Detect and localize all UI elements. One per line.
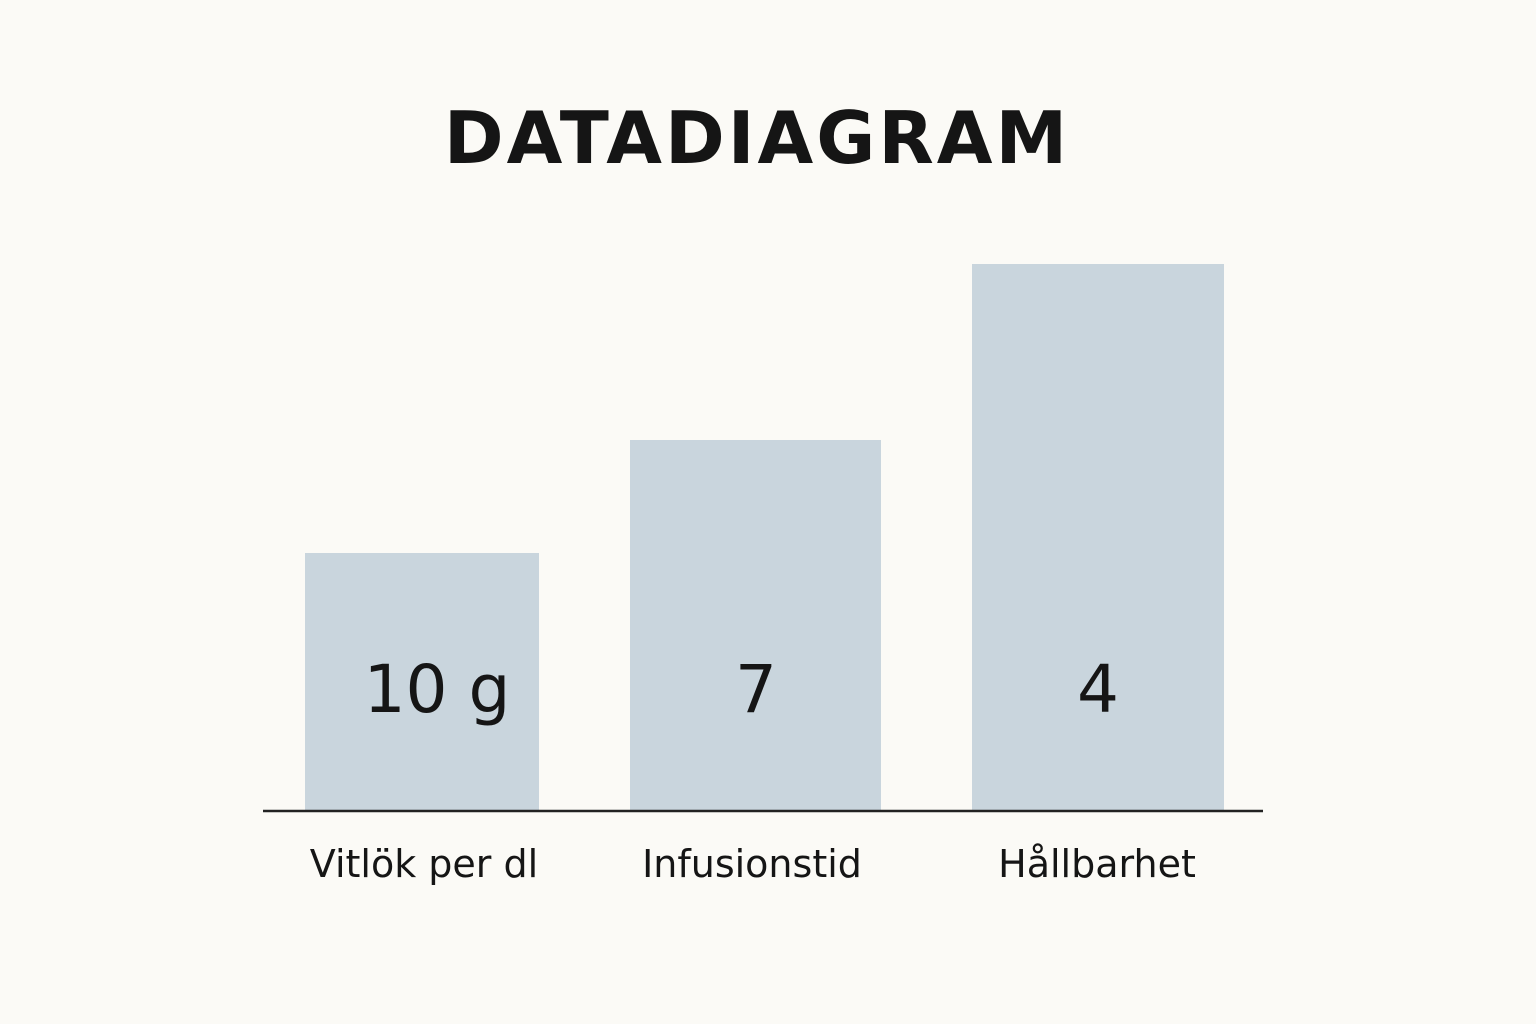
value-label: 10 g: [364, 651, 511, 728]
chart-title: DATADIAGRAM: [444, 96, 1070, 180]
category-label: Vitlök per dl: [310, 842, 538, 886]
category-label: Hållbarhet: [998, 842, 1196, 886]
category-label: Infusionstid: [642, 842, 862, 886]
value-label: 7: [735, 651, 777, 728]
bar: [630, 440, 881, 811]
bar: [305, 553, 539, 811]
value-label: 4: [1077, 651, 1119, 728]
bar: [972, 264, 1224, 811]
